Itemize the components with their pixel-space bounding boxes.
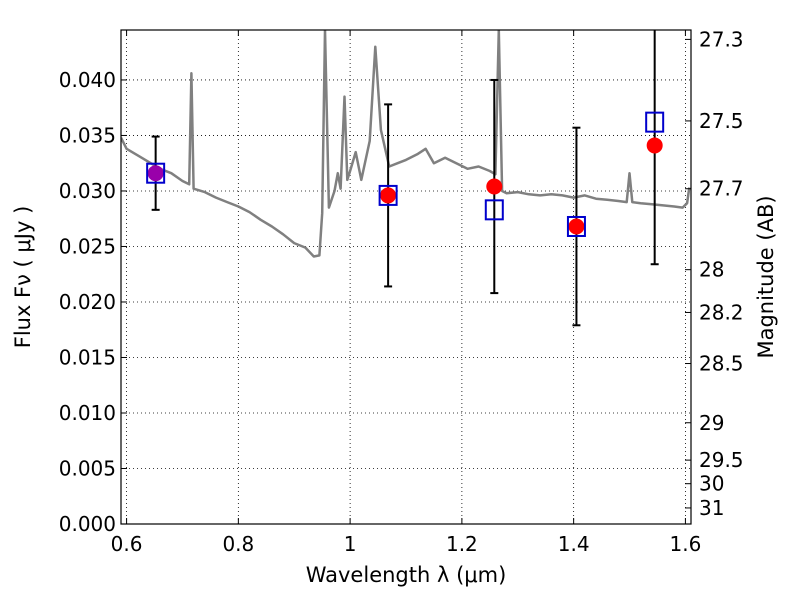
model-point-square: [645, 111, 665, 133]
observed-point: [568, 218, 585, 235]
right-tick-label: 27.5: [699, 109, 744, 133]
x-tick-label: 0.8: [222, 532, 254, 556]
right-tick-label: 29: [699, 411, 724, 435]
x-tick-label: 1.4: [558, 532, 590, 556]
y-tick-label: 0.030: [59, 179, 116, 203]
x-tick-label: 1: [344, 532, 357, 556]
y-tick-label: 0.005: [59, 456, 116, 480]
data-markers: [146, 30, 665, 327]
y-tick-label: 0.010: [59, 401, 116, 425]
y-tick-label: 0.020: [59, 290, 116, 314]
y-tick-label: 0.000: [59, 512, 116, 536]
y-tick-label: 0.025: [59, 234, 116, 258]
y-tick-label: 0.015: [59, 345, 116, 369]
right-tick-label: 27.3: [699, 27, 744, 51]
observed-point: [646, 137, 663, 154]
observed-point: [380, 187, 397, 204]
grid: [121, 30, 691, 525]
model-point-square: [146, 162, 166, 184]
right-tick-label: 27.7: [699, 177, 744, 201]
observed-point: [147, 165, 164, 182]
right-tick-label: 30: [699, 472, 724, 496]
model-point-square: [566, 215, 586, 237]
x-tick-label: 0.6: [111, 532, 143, 556]
observed-point: [486, 178, 503, 195]
model-point-square: [484, 199, 504, 221]
x-tick-label: 1.6: [670, 532, 702, 556]
plot-frame: [120, 29, 692, 525]
model-point-square: [378, 184, 398, 206]
y-tick-label: 0.035: [59, 123, 116, 147]
y-tick-label: 0.040: [59, 68, 116, 92]
model-spectrum-line: [121, 30, 691, 258]
right-tick-label: 31: [699, 496, 724, 520]
y-axis-label: Flux Fν ( μJy ): [11, 206, 35, 349]
plot-series: [121, 30, 691, 258]
x-axis-label: Wavelength λ (μm): [306, 563, 507, 587]
x-tick-label: 1.2: [446, 532, 478, 556]
right-tick-label: 29.5: [699, 448, 744, 472]
ticks: 0.6 0.8 1 1.2 1.4 1.6 0.000 0.005 0.010 0.015 0.02…: [59, 27, 744, 556]
right-axis-label: Magnitude (AB): [754, 195, 778, 358]
right-tick-label: 28.5: [699, 352, 744, 376]
right-tick-label: 28: [699, 258, 724, 282]
right-tick-label: 28.2: [699, 300, 744, 324]
